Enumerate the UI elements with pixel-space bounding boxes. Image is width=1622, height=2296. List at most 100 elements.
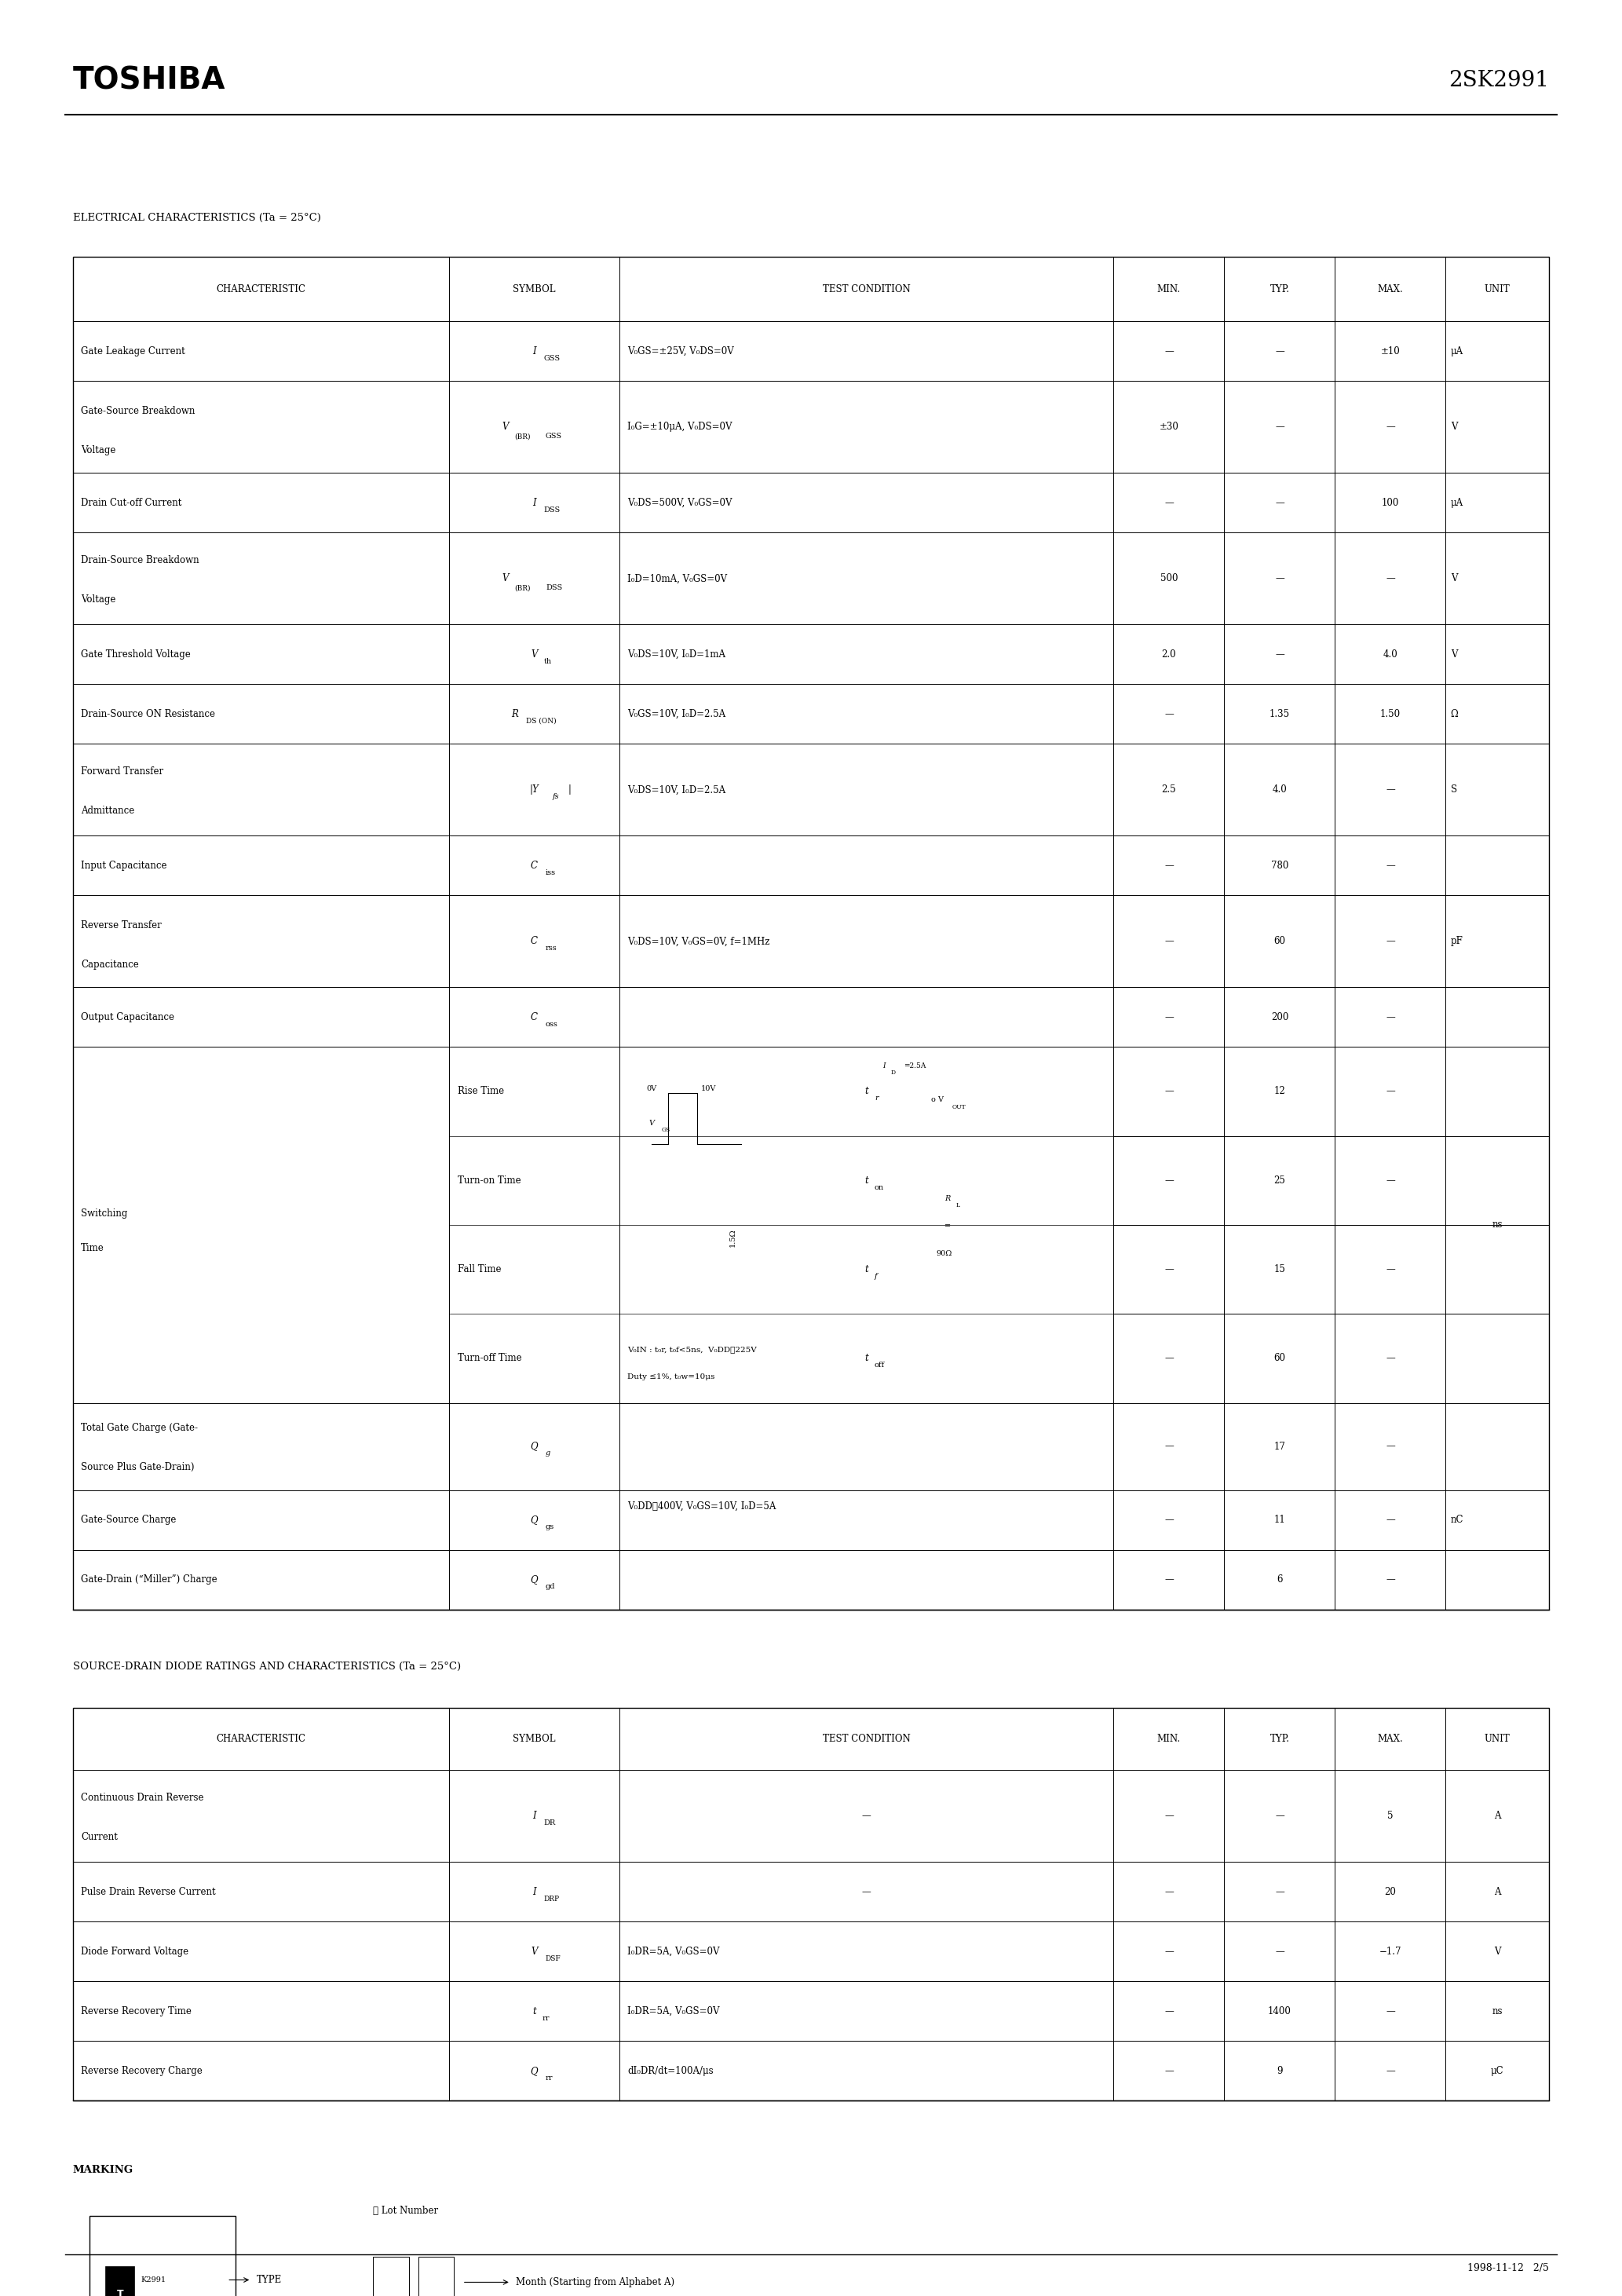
Text: rr: rr	[542, 2014, 550, 2023]
Text: OUT: OUT	[952, 1104, 967, 1109]
Text: SOURCE-DRAIN DIODE RATINGS AND CHARACTERISTICS (Ta = 25°C): SOURCE-DRAIN DIODE RATINGS AND CHARACTER…	[73, 1662, 461, 1671]
Text: I₀G=±10μA, V₀DS=0V: I₀G=±10μA, V₀DS=0V	[628, 422, 732, 432]
Text: Voltage: Voltage	[81, 595, 115, 604]
Text: Total Gate Charge (Gate-: Total Gate Charge (Gate-	[81, 1424, 198, 1433]
Text: —: —	[1165, 2066, 1174, 2076]
Text: V₀IN : t₀r, t₀f<5ns,  V₀DD≅225V: V₀IN : t₀r, t₀f<5ns, V₀DD≅225V	[628, 1345, 756, 1352]
Text: fs: fs	[551, 792, 560, 801]
Text: 20: 20	[1385, 1887, 1397, 1896]
Text: rr: rr	[545, 2073, 553, 2082]
Text: Turn-off Time: Turn-off Time	[457, 1352, 522, 1364]
Text: t: t	[865, 1352, 868, 1364]
Text: 500: 500	[1160, 574, 1178, 583]
Text: Turn-on Time: Turn-on Time	[457, 1176, 521, 1185]
Text: Reverse Recovery Time: Reverse Recovery Time	[81, 2007, 191, 2016]
Text: g: g	[545, 1449, 550, 1458]
Text: MIN.: MIN.	[1156, 285, 1181, 294]
Text: —: —	[1385, 1575, 1395, 1584]
Text: Switching: Switching	[81, 1208, 128, 1219]
Text: I: I	[532, 347, 535, 356]
Text: DS (ON): DS (ON)	[526, 716, 556, 726]
Text: I: I	[532, 1887, 535, 1896]
Text: Drain-Source Breakdown: Drain-Source Breakdown	[81, 556, 200, 565]
Text: 780: 780	[1272, 861, 1288, 870]
Text: —: —	[1165, 498, 1174, 507]
Text: GSS: GSS	[545, 432, 563, 441]
Text: R: R	[944, 1196, 950, 1203]
Bar	[73, 1708, 1549, 2101]
Text: —: —	[1385, 861, 1395, 870]
Text: ELECTRICAL CHARACTERISTICS (Ta = 25°C): ELECTRICAL CHARACTERISTICS (Ta = 25°C)	[73, 214, 321, 223]
Text: V₀DS=10V, V₀GS=0V, f=1MHz: V₀DS=10V, V₀GS=0V, f=1MHz	[628, 937, 769, 946]
Text: —: —	[1385, 2066, 1395, 2076]
Text: −1.7: −1.7	[1379, 1947, 1401, 1956]
Text: Drain-Source ON Resistance: Drain-Source ON Resistance	[81, 709, 216, 719]
Text: gd: gd	[545, 1582, 555, 1591]
Text: K2991: K2991	[141, 2275, 167, 2285]
Text: off: off	[874, 1362, 884, 1368]
Text: —: —	[861, 1887, 871, 1896]
Text: |Y: |Y	[530, 785, 539, 794]
Text: (BR): (BR)	[514, 583, 530, 592]
Text: 100: 100	[1382, 498, 1400, 507]
Text: Reverse Transfer: Reverse Transfer	[81, 921, 162, 930]
Text: DSS: DSS	[543, 505, 561, 514]
Text: t: t	[865, 1265, 868, 1274]
Text: 10V: 10V	[701, 1086, 715, 1093]
Text: gs: gs	[545, 1522, 555, 1531]
Text: —: —	[1385, 1086, 1395, 1097]
Text: (BR): (BR)	[514, 432, 530, 441]
Text: ±30: ±30	[1160, 422, 1179, 432]
Text: μA: μA	[1450, 498, 1463, 507]
Text: Drain Cut-off Current: Drain Cut-off Current	[81, 498, 182, 507]
Text: V₀DD≅400V, V₀GS=10V, I₀D=5A: V₀DD≅400V, V₀GS=10V, I₀D=5A	[628, 1502, 775, 1511]
Text: ±10: ±10	[1380, 347, 1400, 356]
Text: —: —	[1385, 1515, 1395, 1525]
Text: ns: ns	[1492, 1219, 1502, 1231]
Text: Reverse Recovery Charge: Reverse Recovery Charge	[81, 2066, 203, 2076]
Text: Q: Q	[530, 2066, 539, 2076]
Text: DSF: DSF	[545, 1954, 561, 1963]
Text: ※ Lot Number: ※ Lot Number	[373, 2206, 438, 2216]
Text: Source Plus Gate-Drain): Source Plus Gate-Drain)	[81, 1463, 195, 1472]
Text: Gate Leakage Current: Gate Leakage Current	[81, 347, 185, 356]
Text: GS: GS	[662, 1127, 670, 1132]
Text: 25: 25	[1273, 1176, 1286, 1185]
Text: —: —	[1275, 1887, 1285, 1896]
Bar	[105, 2266, 135, 2296]
Text: —: —	[1165, 1947, 1174, 1956]
Text: Voltage: Voltage	[81, 445, 115, 455]
Text: C: C	[530, 861, 539, 870]
Text: |: |	[568, 785, 571, 794]
Text: —: —	[1385, 1013, 1395, 1022]
Text: TYPE: TYPE	[256, 2275, 282, 2285]
Text: pF: pF	[1450, 937, 1463, 946]
Text: —: —	[1165, 1812, 1174, 1821]
Text: CHARACTERISTIC: CHARACTERISTIC	[216, 285, 307, 294]
Bar	[73, 257, 1549, 1609]
Text: I₀D=10mA, V₀GS=0V: I₀D=10mA, V₀GS=0V	[628, 574, 727, 583]
FancyBboxPatch shape	[89, 2216, 235, 2296]
Text: ns: ns	[1492, 2007, 1502, 2016]
Text: iss: iss	[545, 868, 556, 877]
Text: Capacitance: Capacitance	[81, 960, 139, 969]
Text: t: t	[865, 1176, 868, 1185]
Text: —: —	[1385, 574, 1395, 583]
Text: —: —	[1385, 2007, 1395, 2016]
Text: 11: 11	[1273, 1515, 1285, 1525]
Text: —: —	[1165, 937, 1174, 946]
Text: —: —	[1385, 1442, 1395, 1451]
Text: TYP.: TYP.	[1270, 285, 1289, 294]
Text: 12: 12	[1273, 1086, 1285, 1097]
Text: V: V	[649, 1120, 654, 1127]
Text: —: —	[1165, 2007, 1174, 2016]
Text: V: V	[1450, 650, 1457, 659]
Text: —: —	[1385, 937, 1395, 946]
Text: —: —	[1385, 422, 1395, 432]
Text: MAX.: MAX.	[1377, 1733, 1403, 1745]
Text: V: V	[530, 650, 537, 659]
Text: Q: Q	[530, 1515, 539, 1525]
Text: V₀DS=10V, I₀D=2.5A: V₀DS=10V, I₀D=2.5A	[628, 785, 725, 794]
Text: Admittance: Admittance	[81, 806, 135, 815]
Text: —: —	[1275, 498, 1285, 507]
